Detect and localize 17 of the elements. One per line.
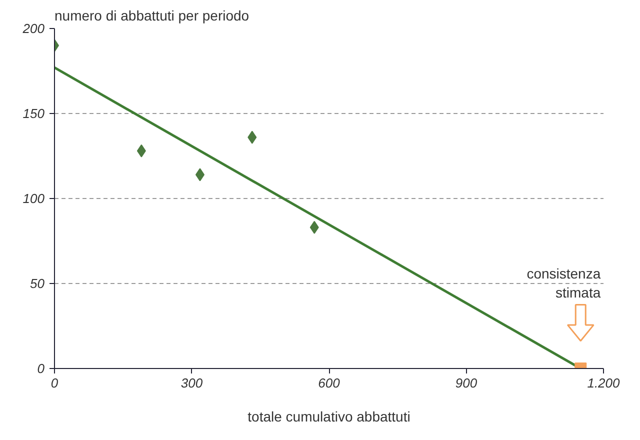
- point: [310, 220, 319, 234]
- x-tick-label: 900: [455, 376, 478, 390]
- y-tick-label: 100: [22, 191, 46, 206]
- x-tick-label: 1.200: [587, 376, 621, 390]
- annotation: consistenza stimata: [526, 265, 601, 300]
- x-axis-title: totale cumulativo abbattuti: [248, 408, 410, 424]
- point: [195, 168, 204, 182]
- point: [248, 130, 257, 144]
- point: [136, 144, 146, 158]
- x-tick-label: 300: [180, 376, 204, 390]
- y-tick-label: 150: [22, 106, 46, 121]
- y-axis-title: numero di abbattuti per periodo: [54, 8, 250, 24]
- x-tick-label: 600: [318, 376, 341, 390]
- x-tick-label: 0: [50, 376, 59, 390]
- y-tick-label: 200: [22, 21, 46, 36]
- y-tick-label: 50: [30, 276, 46, 291]
- y-tick-label: 0: [37, 361, 46, 376]
